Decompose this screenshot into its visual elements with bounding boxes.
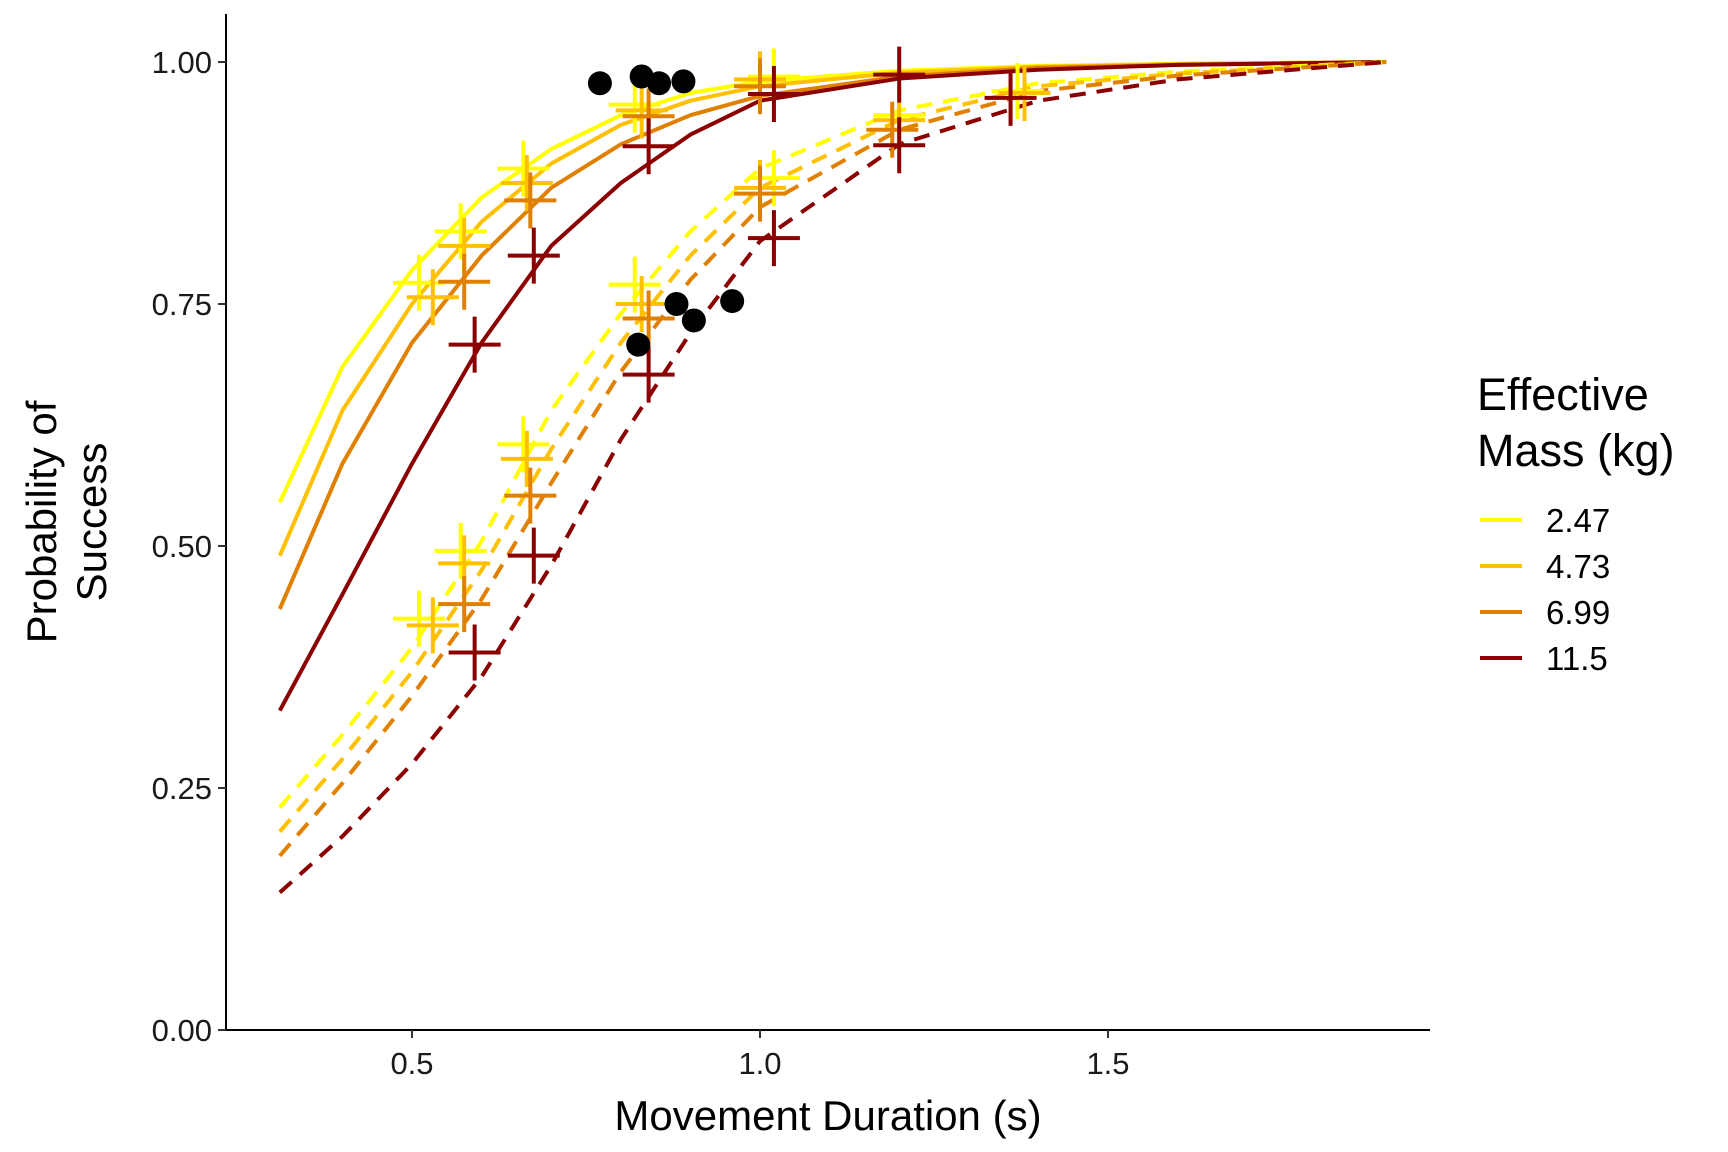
data-cross [406, 597, 459, 654]
y-axis-title-line-1: Probability of [18, 400, 65, 643]
legend-title-line-1: Effective [1477, 369, 1649, 420]
data-cross [406, 269, 459, 326]
data-cross [873, 117, 926, 174]
data-cross [866, 101, 919, 158]
x-tick-label: 0.5 [390, 1046, 433, 1081]
data-cross [392, 254, 445, 311]
series-lines-layer [277, 60, 1387, 894]
data-cross [448, 624, 501, 681]
data-cross [438, 576, 491, 633]
y-ticks-layer: 0.00 0.25 0.50 0.75 1.00 [152, 45, 226, 1048]
x-ticks-layer: 0.5 1.0 1.5 [390, 1030, 1130, 1081]
data-cross [504, 467, 557, 524]
series-line-2-47-dashed [278, 60, 1387, 809]
x-tick-label: 1.5 [1086, 1046, 1129, 1081]
data-cross [500, 155, 553, 211]
data-cross [507, 227, 560, 284]
crosses-layer [392, 46, 1051, 681]
data-cross [434, 203, 487, 260]
legend-entry: 6.99 [1480, 594, 1610, 631]
data-cross [622, 118, 675, 175]
data-cross [438, 253, 491, 310]
points-layer [587, 64, 745, 357]
y-tick-label: 1.00 [152, 45, 212, 80]
data-point [671, 69, 696, 94]
legend-entry: 4.73 [1480, 548, 1610, 585]
data-cross [434, 522, 487, 579]
data-cross [622, 346, 675, 403]
y-tick-label: 0.75 [152, 287, 212, 322]
data-cross [734, 58, 786, 115]
data-cross [500, 430, 553, 487]
legend-entries: 2.47 4.73 6.99 11.5 [1480, 502, 1610, 677]
legend-label: 2.47 [1546, 502, 1610, 539]
x-axis-title: Movement Duration (s) [614, 1092, 1041, 1139]
legend-entry: 2.47 [1480, 502, 1610, 539]
data-point [626, 332, 651, 357]
data-cross [622, 290, 675, 347]
data-point [587, 71, 612, 96]
data-cross [507, 527, 560, 584]
y-axis-title: Probability of Success [18, 400, 115, 643]
data-cross [504, 172, 557, 229]
data-cross [747, 210, 800, 267]
series-line-6-99-dashed [278, 60, 1387, 858]
y-tick-label: 0.25 [152, 771, 212, 806]
data-cross [734, 165, 786, 222]
data-cross [392, 590, 445, 647]
series-line-11-5-solid [278, 60, 1387, 712]
legend-title-line-2: Mass (kg) [1477, 425, 1675, 476]
data-cross [615, 82, 668, 139]
data-cross [497, 416, 550, 473]
y-tick-label: 0.00 [152, 1013, 212, 1048]
legend: Effective Mass (kg) 2.47 4.73 6.99 11.5 [1477, 369, 1675, 677]
legend-label: 6.99 [1546, 594, 1610, 631]
series-line-4-73-solid [277, 60, 1387, 557]
series-line-4-73-dashed [278, 60, 1387, 833]
data-cross [984, 69, 1037, 126]
data-cross [873, 46, 926, 103]
data-cross [448, 316, 501, 373]
y-tick-label: 0.50 [152, 529, 212, 564]
data-cross [998, 64, 1051, 121]
data-point [664, 292, 689, 316]
data-point [720, 289, 745, 314]
y-axis-title-line-2: Success [68, 443, 115, 602]
data-point [681, 308, 706, 333]
data-cross [497, 140, 550, 197]
data-cross [615, 276, 668, 332]
data-cross [747, 150, 800, 207]
x-tick-label: 1.0 [738, 1046, 781, 1081]
series-line-11-5-dashed [278, 60, 1387, 894]
series-line-6-99-solid [277, 60, 1387, 610]
legend-entry: 11.5 [1480, 640, 1608, 677]
legend-label: 4.73 [1546, 548, 1610, 585]
data-point [647, 71, 672, 96]
data-cross [747, 65, 800, 122]
legend-label: 11.5 [1546, 640, 1608, 677]
